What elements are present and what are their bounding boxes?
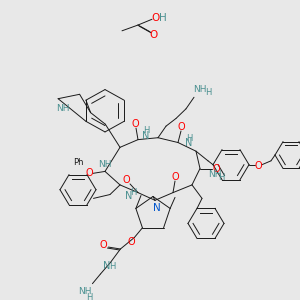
Text: NH: NH — [193, 85, 207, 94]
Text: H: H — [130, 188, 136, 197]
Text: H: H — [218, 173, 224, 182]
Text: O: O — [171, 172, 179, 182]
Text: H: H — [186, 134, 192, 143]
Text: O: O — [128, 237, 135, 247]
Text: NH: NH — [78, 287, 91, 296]
Text: NH: NH — [56, 103, 70, 112]
Text: NH: NH — [98, 160, 111, 169]
Text: H: H — [205, 88, 211, 97]
Text: O: O — [254, 160, 262, 171]
Text: N: N — [153, 203, 161, 213]
Text: N: N — [103, 261, 110, 271]
Text: O: O — [152, 13, 160, 23]
Text: Ph: Ph — [73, 158, 83, 167]
Text: O: O — [100, 240, 107, 250]
Text: N: N — [125, 191, 133, 202]
Text: H: H — [109, 262, 116, 271]
Text: NH: NH — [208, 170, 222, 179]
Text: O: O — [131, 119, 139, 129]
Text: N: N — [185, 138, 193, 148]
Text: O: O — [149, 30, 157, 40]
Text: H: H — [86, 293, 93, 300]
Text: H: H — [143, 127, 149, 136]
Text: O: O — [85, 168, 93, 178]
Text: O: O — [122, 175, 130, 185]
Text: H: H — [159, 13, 167, 23]
Text: O: O — [212, 164, 220, 173]
Text: O: O — [177, 122, 185, 132]
Text: N: N — [142, 131, 150, 141]
